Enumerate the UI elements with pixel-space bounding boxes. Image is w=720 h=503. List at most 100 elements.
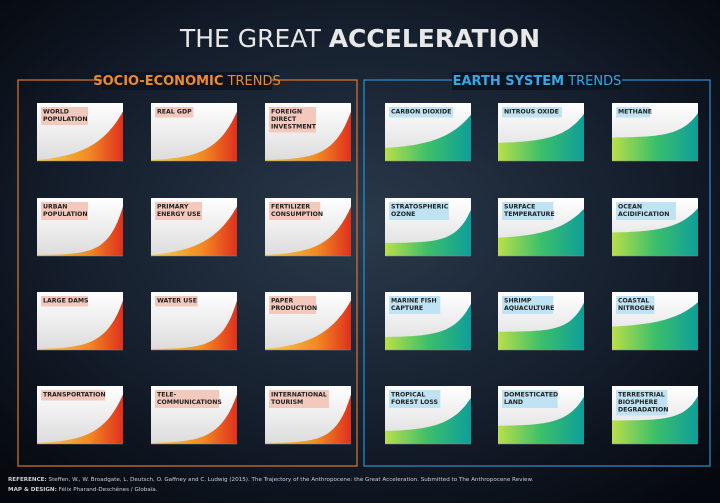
tile-label: DOMESTICATED	[504, 392, 558, 399]
label-bg	[269, 390, 329, 408]
label-bg	[502, 107, 562, 118]
credits: MAP & DESIGN: Félix Pharand-Deschênes / …	[8, 486, 158, 493]
trend-area	[498, 208, 584, 256]
tile-label: TROPICAL	[391, 392, 425, 399]
tile-label: ENERGY USE	[157, 211, 201, 218]
tile-label: SURFACE	[504, 204, 535, 211]
panel-title-light: TRENDS	[227, 74, 281, 89]
label-bg	[41, 296, 88, 307]
reference-label: REFERENCE:	[8, 477, 47, 483]
tile-label: STRATOSPHERIC	[391, 204, 449, 211]
panel-title-bold: EARTH SYSTEM	[453, 74, 564, 89]
label-bg	[616, 390, 668, 416]
tile-label: CONSUMPTION	[271, 211, 323, 218]
label-bg	[389, 296, 441, 314]
trend-area	[612, 302, 698, 350]
label-bg	[502, 296, 554, 314]
label-bg	[389, 107, 454, 118]
trend-area	[151, 111, 237, 161]
tile-label: WORLD	[43, 109, 69, 116]
title: THE GREAT ACCELERATION	[179, 24, 540, 53]
tile-label: NITROGEN	[618, 305, 654, 312]
label-bg	[269, 202, 321, 220]
trend-area	[37, 111, 123, 161]
tile-label: METHANE	[618, 109, 652, 116]
label-bg	[616, 296, 655, 314]
label-bg	[155, 202, 202, 220]
reference: REFERENCE: Steffen, W., W. Broadgate, L.…	[8, 477, 534, 483]
tile-label: LAND	[504, 399, 523, 406]
trend-area	[265, 206, 351, 256]
label-bg	[616, 202, 676, 220]
chart-tile: WATER USE	[151, 292, 237, 351]
tile-label: REAL GDP	[157, 109, 192, 116]
chart-tile: REAL GDP	[151, 103, 237, 162]
trend-area	[265, 394, 351, 444]
tile-label: OCEAN	[618, 204, 642, 211]
tile-label: PRIMARY	[157, 204, 189, 211]
tile-label: LARGE DAMS	[43, 298, 89, 305]
label-bg	[41, 390, 106, 401]
design-text: Félix Pharand-Deschênes / Globaïa.	[59, 486, 158, 493]
trend-area	[498, 396, 584, 444]
trend-area	[37, 206, 123, 256]
tile-label: TERRESTRIAL	[618, 392, 665, 399]
label-bg	[389, 390, 441, 408]
tile-label: TELE-	[157, 392, 177, 399]
label-bg	[269, 107, 316, 133]
chart-tile: METHANE	[612, 103, 698, 162]
reference-text: Steffen, W., W. Broadgate, L. Deutsch, O…	[49, 477, 534, 483]
trend-area	[151, 300, 237, 350]
tile-label: URBAN	[43, 204, 67, 211]
tile-label: PAPER	[271, 298, 294, 305]
chart-tile: TELE-COMMUNICATIONS	[151, 386, 237, 445]
chart-tile: CARBON DIOXIDE	[385, 103, 471, 162]
label-bg	[389, 202, 449, 220]
title-bold: ACCELERATION	[329, 24, 540, 53]
trend-area	[498, 302, 584, 350]
tile-label: DEGRADATION	[618, 407, 668, 414]
trend-area	[385, 114, 471, 161]
tile-label: POPULATION	[43, 116, 88, 123]
tile-label: FOREST LOSS	[391, 399, 438, 406]
tile-label: TOURISM	[271, 399, 303, 406]
chart-tile: LARGE DAMS	[37, 292, 123, 351]
tile-label: COMMUNICATIONS	[157, 399, 222, 406]
tile-label: TEMPERATURE	[504, 211, 555, 218]
tile-label: CAPTURE	[391, 305, 423, 312]
design-label: MAP & DESIGN:	[8, 487, 57, 493]
label-bg	[502, 202, 554, 220]
chart-tile: NITROUS OXIDE	[498, 103, 584, 162]
label-bg	[41, 107, 88, 125]
label-bg	[616, 107, 651, 118]
panel-title-light: TRENDS	[567, 74, 621, 89]
tile-label: MARINE FISH	[391, 298, 437, 305]
tile-label: WATER USE	[157, 298, 197, 305]
trend-area	[612, 208, 698, 256]
trend-area	[612, 113, 698, 161]
tile-label: PRODUCTION	[271, 305, 317, 312]
label-bg	[155, 296, 198, 307]
tile-label: INTERNATIONAL	[271, 392, 327, 399]
trend-area	[265, 111, 351, 161]
panel-title-bg	[102, 72, 272, 90]
tile-label: ACIDIFICATION	[618, 211, 669, 218]
tile-label: TRANSPORTATION	[43, 392, 106, 399]
panel-title: SOCIO-ECONOMIC TRENDS	[93, 74, 281, 89]
trend-area	[498, 113, 584, 161]
title-light: THE GREAT	[179, 24, 322, 53]
label-bg	[269, 296, 316, 314]
trend-area	[37, 300, 123, 350]
